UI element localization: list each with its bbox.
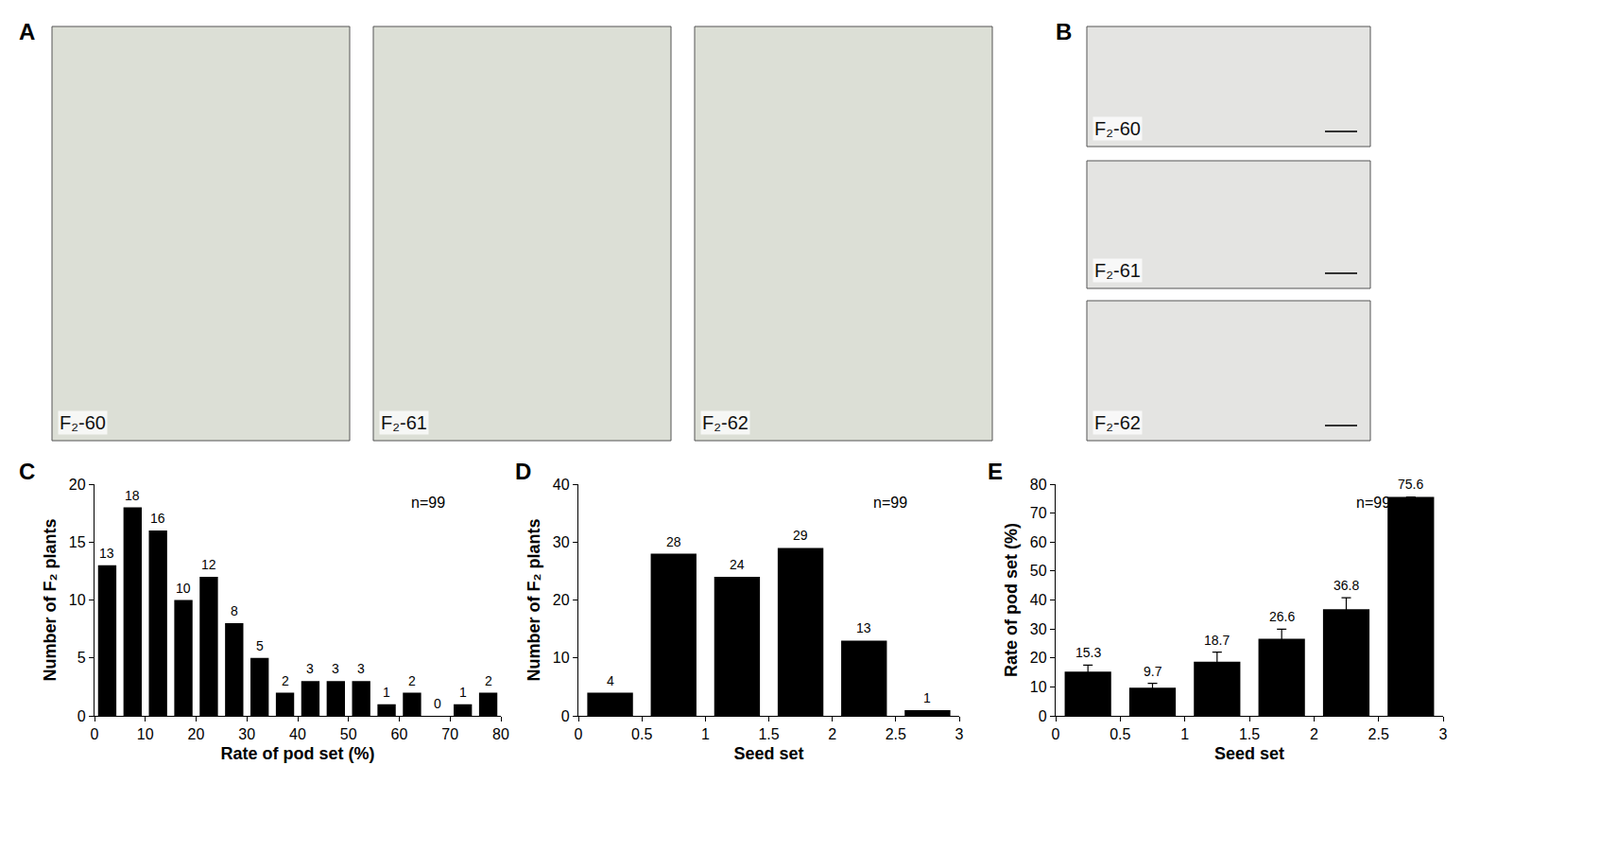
svg-text:2.5: 2.5 bbox=[1368, 725, 1390, 742]
svg-text:2: 2 bbox=[281, 672, 290, 689]
svg-text:3: 3 bbox=[357, 660, 365, 676]
svg-text:30: 30 bbox=[552, 533, 570, 551]
svg-text:10: 10 bbox=[68, 591, 87, 608]
svg-text:Number of F₂ plants: Number of F₂ plants bbox=[40, 517, 60, 681]
svg-text:1.5: 1.5 bbox=[757, 725, 779, 742]
svg-text:1: 1 bbox=[382, 684, 391, 700]
svg-text:20: 20 bbox=[552, 591, 570, 608]
svg-text:80: 80 bbox=[1030, 476, 1048, 493]
svg-text:20: 20 bbox=[188, 725, 206, 742]
svg-text:10: 10 bbox=[175, 580, 191, 596]
svg-text:2: 2 bbox=[827, 725, 837, 742]
svg-text:Seed set: Seed set bbox=[1214, 743, 1285, 763]
svg-text:29: 29 bbox=[792, 527, 809, 543]
svg-text:F₂-61: F₂-61 bbox=[1094, 259, 1141, 281]
svg-text:18.7: 18.7 bbox=[1204, 632, 1230, 648]
svg-text:36.8: 36.8 bbox=[1333, 577, 1360, 593]
svg-text:15.3: 15.3 bbox=[1075, 644, 1102, 660]
svg-text:20: 20 bbox=[1030, 649, 1048, 666]
svg-text:1: 1 bbox=[459, 684, 467, 700]
svg-text:40: 40 bbox=[1030, 591, 1048, 608]
svg-text:Seed set: Seed set bbox=[733, 743, 804, 763]
svg-text:15: 15 bbox=[68, 533, 87, 551]
svg-text:30: 30 bbox=[1030, 620, 1048, 637]
svg-text:40: 40 bbox=[552, 476, 570, 493]
svg-text:80: 80 bbox=[492, 725, 510, 742]
svg-text:10: 10 bbox=[137, 725, 155, 742]
svg-text:1: 1 bbox=[1180, 725, 1189, 742]
svg-text:30: 30 bbox=[238, 725, 256, 742]
svg-text:C: C bbox=[18, 458, 35, 484]
svg-text:F₂-61: F₂-61 bbox=[380, 412, 428, 433]
svg-text:16: 16 bbox=[150, 510, 166, 526]
svg-text:70: 70 bbox=[441, 725, 459, 742]
svg-text:26.6: 26.6 bbox=[1269, 608, 1295, 624]
svg-text:0.5: 0.5 bbox=[631, 725, 653, 742]
svg-text:10: 10 bbox=[552, 649, 570, 666]
svg-text:Rate of pod set (%): Rate of pod set (%) bbox=[1001, 522, 1021, 677]
svg-text:F₂-62: F₂-62 bbox=[702, 412, 749, 433]
svg-text:1: 1 bbox=[701, 725, 710, 742]
svg-text:n=99: n=99 bbox=[873, 494, 908, 511]
svg-text:0: 0 bbox=[1051, 725, 1061, 742]
svg-text:2: 2 bbox=[1309, 725, 1319, 742]
svg-text:n=99: n=99 bbox=[1356, 494, 1391, 511]
svg-text:28: 28 bbox=[666, 533, 682, 550]
svg-text:12: 12 bbox=[201, 556, 217, 572]
svg-text:9.7: 9.7 bbox=[1143, 663, 1163, 679]
svg-text:5: 5 bbox=[77, 649, 87, 666]
svg-text:3: 3 bbox=[1439, 725, 1448, 742]
svg-text:60: 60 bbox=[1030, 533, 1048, 551]
svg-text:1: 1 bbox=[923, 689, 931, 706]
svg-text:Number of F₂ plants: Number of F₂ plants bbox=[524, 517, 544, 681]
svg-text:3: 3 bbox=[955, 725, 964, 742]
svg-text:0: 0 bbox=[433, 695, 442, 711]
svg-text:E: E bbox=[987, 458, 1003, 484]
svg-text:13: 13 bbox=[99, 545, 115, 561]
svg-text:3: 3 bbox=[331, 660, 340, 676]
svg-text:4: 4 bbox=[606, 672, 615, 689]
svg-text:5: 5 bbox=[256, 637, 264, 654]
svg-text:75.6: 75.6 bbox=[1397, 476, 1424, 492]
svg-text:2.5: 2.5 bbox=[885, 725, 907, 742]
svg-text:8: 8 bbox=[230, 602, 239, 619]
svg-text:20: 20 bbox=[68, 476, 87, 493]
svg-text:F₂-62: F₂-62 bbox=[1094, 412, 1141, 433]
svg-text:0: 0 bbox=[1038, 707, 1048, 724]
svg-text:13: 13 bbox=[856, 619, 872, 636]
svg-text:18: 18 bbox=[124, 487, 140, 503]
svg-text:B: B bbox=[1055, 18, 1072, 45]
svg-text:2: 2 bbox=[408, 672, 416, 689]
svg-text:10: 10 bbox=[1030, 678, 1048, 695]
svg-text:n=99: n=99 bbox=[411, 494, 446, 511]
svg-text:24: 24 bbox=[729, 556, 745, 572]
svg-text:2: 2 bbox=[484, 672, 493, 689]
svg-text:A: A bbox=[18, 18, 35, 45]
svg-text:50: 50 bbox=[1030, 562, 1048, 579]
svg-text:40: 40 bbox=[289, 725, 307, 742]
svg-text:0: 0 bbox=[561, 707, 570, 724]
svg-text:0: 0 bbox=[77, 707, 87, 724]
svg-text:70: 70 bbox=[1030, 504, 1048, 521]
svg-text:0.5: 0.5 bbox=[1109, 725, 1131, 742]
svg-text:0: 0 bbox=[574, 725, 584, 742]
svg-text:0: 0 bbox=[90, 725, 100, 742]
svg-text:Rate of pod set (%): Rate of pod set (%) bbox=[220, 743, 375, 763]
svg-text:1.5: 1.5 bbox=[1238, 725, 1260, 742]
svg-text:3: 3 bbox=[306, 660, 314, 676]
svg-text:D: D bbox=[515, 458, 532, 484]
svg-text:F₂-60: F₂-60 bbox=[1094, 118, 1141, 139]
svg-text:50: 50 bbox=[340, 725, 358, 742]
svg-text:60: 60 bbox=[391, 725, 409, 742]
svg-text:F₂-60: F₂-60 bbox=[59, 412, 106, 433]
